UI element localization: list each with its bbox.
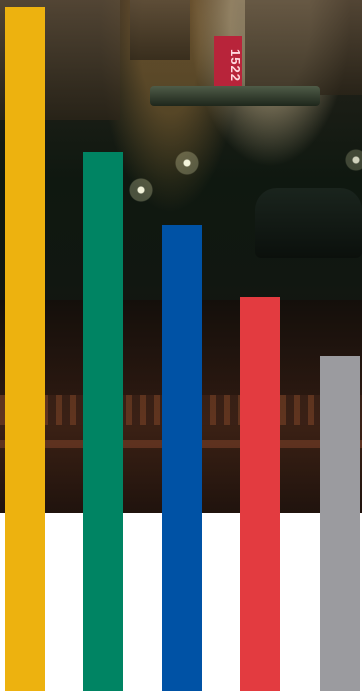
building-window [130, 0, 190, 60]
canopy-roof [150, 86, 320, 106]
neon-sign: 1522 [214, 36, 243, 94]
bar-green [83, 152, 123, 691]
building-right [245, 0, 362, 95]
bar-blue [162, 225, 202, 691]
bar-yellow [5, 7, 45, 691]
bar-red [240, 297, 280, 691]
bar-gray [320, 356, 360, 691]
taxi-car [255, 188, 362, 258]
